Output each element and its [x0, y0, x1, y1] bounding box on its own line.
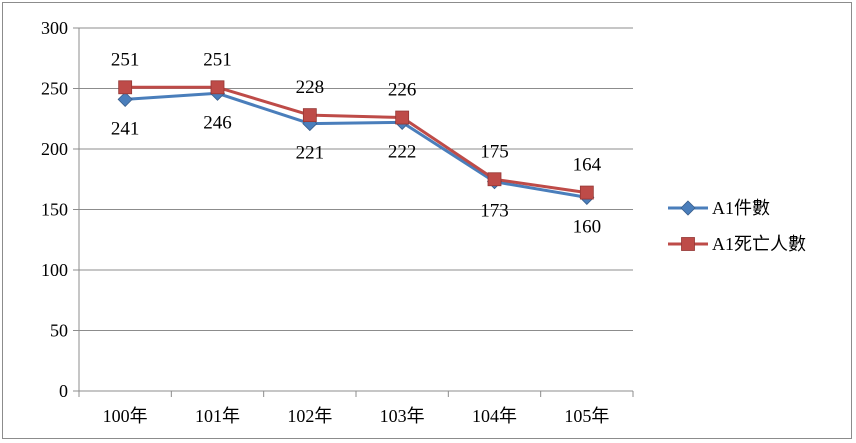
data-label-1-3: 226: [388, 80, 417, 101]
point-1-4: [487, 172, 502, 187]
y-tick-label-0: 0: [59, 381, 68, 401]
data-label-1-0: 251: [111, 49, 140, 70]
x-tick-label-3: 103年: [380, 406, 425, 426]
data-label-0-3: 222: [388, 141, 417, 162]
data-label-1-4: 175: [480, 141, 509, 162]
x-tick-label-2: 102年: [287, 406, 332, 426]
x-axis-ticks: 100年 101年 102年 103年 104年 105年: [103, 406, 610, 426]
chart-frame: [2, 2, 852, 439]
x-tick-label-0: 100年: [103, 406, 148, 426]
series-layer: [117, 80, 595, 205]
legend-label-0: A1件數: [712, 198, 770, 218]
x-tick-label-4: 104年: [472, 406, 517, 426]
y-tick-label-100: 100: [41, 260, 68, 280]
data-label-1-2: 228: [296, 77, 325, 98]
y-tick-label-250: 250: [41, 79, 68, 99]
series-line-1: [125, 85, 588, 195]
data-label-1-1: 251: [203, 49, 232, 70]
gridlines: [79, 27, 633, 331]
axes: [73, 27, 634, 397]
point-1-0: [118, 80, 133, 95]
data-label-0-0: 241: [111, 118, 140, 139]
data-label-0-2: 221: [296, 143, 325, 164]
point-1-3: [395, 110, 410, 125]
point-1-5: [579, 185, 594, 200]
point-0-0: [117, 91, 133, 107]
y-tick-label-200: 200: [41, 139, 68, 159]
legend-marker-1: [681, 237, 695, 251]
y-tick-label-300: 300: [41, 18, 68, 38]
data-labels: 241 246 221 222 173 160 251 251 228 226 175 164: [111, 49, 602, 237]
legend-label-1: A1死亡人數: [712, 234, 806, 254]
point-1-1: [210, 80, 225, 95]
y-axis-ticks: 0 50 100 150 200 250 300: [41, 18, 68, 401]
series-line-0: [125, 91, 588, 199]
point-1-2: [302, 108, 317, 123]
data-label-0-5: 160: [573, 216, 602, 237]
data-label-0-1: 246: [203, 112, 232, 133]
x-tick-label-1: 101年: [195, 406, 240, 426]
data-label-1-5: 164: [573, 155, 602, 176]
y-tick-label-150: 150: [41, 200, 68, 220]
data-label-0-4: 173: [480, 201, 509, 222]
legend: A1件數 A1死亡人數: [668, 198, 806, 254]
legend-marker-0: [680, 200, 696, 216]
x-tick-label-5: 105年: [564, 406, 609, 426]
y-tick-label-50: 50: [50, 321, 68, 341]
